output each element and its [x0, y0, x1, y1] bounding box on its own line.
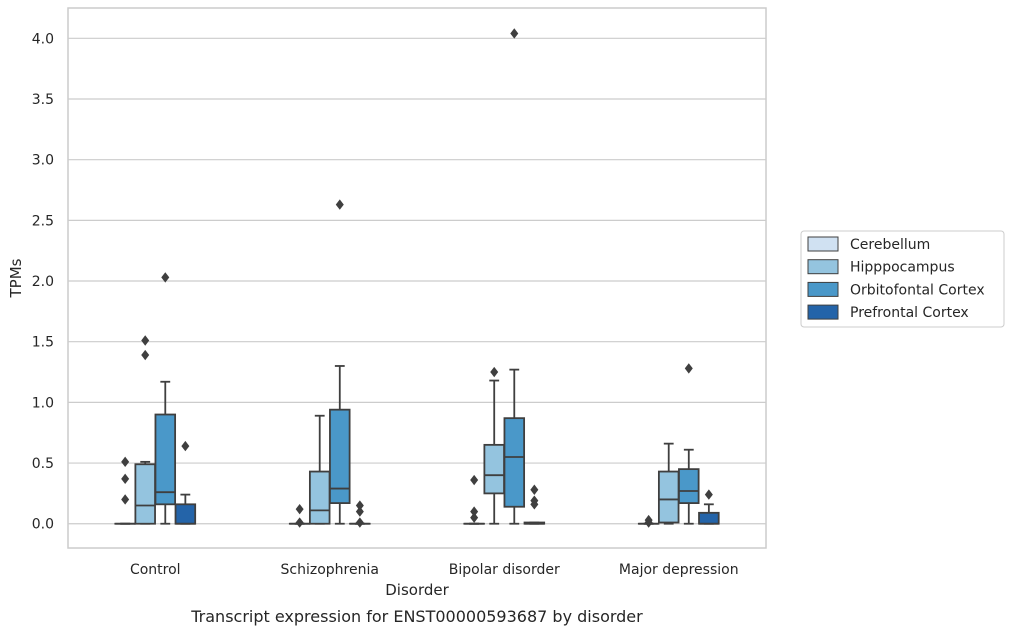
- legend-frame: [800, 230, 1005, 328]
- outlier-point: [470, 474, 479, 486]
- box-hipppocampus: [134, 335, 156, 525]
- outlier-point: [530, 484, 539, 495]
- x-tick-label: Bipolar disorder: [449, 562, 560, 578]
- outlier-point: [121, 456, 130, 468]
- box-body: [329, 408, 351, 505]
- legend-swatch: [807, 304, 839, 320]
- box-body: [678, 468, 700, 505]
- outlier-point: [355, 506, 364, 517]
- legend-swatch: [807, 281, 839, 297]
- outlier-point: [355, 517, 364, 528]
- x-tick-labels: Control Schizophrenia Bipolar disorder Majo…: [130, 562, 739, 578]
- box-orbitofontal-cortex: [154, 272, 177, 525]
- y-tick-labels: 0.0 0.5 1.0 1.5 2.0 2.5 3.0 3.5 4.0: [32, 31, 54, 532]
- box-orbitofontal-cortex: [329, 199, 351, 525]
- y-tick-label: 4.0: [32, 31, 54, 47]
- outlier-point: [295, 503, 304, 515]
- outlier-point: [530, 495, 539, 506]
- outlier-point: [510, 28, 519, 39]
- y-tick-label: 1.5: [32, 335, 54, 351]
- outlier-point: [490, 366, 499, 378]
- x-axis-title: Disorder: [385, 581, 449, 599]
- box-prefrontal-cortex: [698, 489, 720, 525]
- box-body: [154, 413, 177, 506]
- outlier-point: [355, 500, 364, 511]
- plot-frame: [67, 7, 767, 549]
- outlier-point: [181, 440, 190, 452]
- box-cerebellum: [114, 456, 136, 525]
- outlier-point: [161, 272, 170, 283]
- outlier-point: [704, 489, 713, 500]
- box-cerebellum: [463, 474, 485, 525]
- outlier-point: [295, 517, 304, 528]
- legend: Cerebellum Hipppocampus Orbitofontal Corte…: [800, 230, 1005, 328]
- box-body: [174, 503, 197, 525]
- legend-swatch: [807, 259, 839, 275]
- y-tick-label: 0.5: [32, 456, 54, 472]
- box-cerebellum: [637, 514, 660, 528]
- box-body: [308, 470, 331, 525]
- y-tick-label: 2.0: [32, 274, 54, 290]
- box-body: [698, 511, 720, 525]
- box-body: [503, 417, 526, 508]
- box-body: [657, 470, 680, 524]
- box-hipppocampus: [308, 414, 331, 525]
- y-axis-title: TPMs: [7, 258, 25, 298]
- boxes: [114, 28, 720, 528]
- x-tick-label: Major depression: [619, 562, 739, 578]
- plot-area: [68, 8, 766, 548]
- outlier-point: [644, 514, 653, 526]
- legend-swatch: [807, 236, 839, 252]
- box-orbitofontal-cortex: [503, 28, 526, 525]
- outlier-point: [470, 506, 479, 517]
- y-tick-label: 2.5: [32, 213, 54, 229]
- y-tick-label: 3.0: [32, 153, 54, 169]
- outlier-point: [335, 199, 344, 210]
- box-prefrontal-cortex: [174, 440, 197, 525]
- y-tick-label: 0.0: [32, 517, 54, 533]
- box-body: [134, 463, 156, 525]
- x-tick-label: Schizophrenia: [281, 562, 379, 578]
- legend-label: Prefrontal Cortex: [850, 305, 969, 321]
- legend-label: Hipppocampus: [850, 260, 955, 276]
- x-tick-label: Control: [130, 562, 181, 578]
- outlier-point: [684, 363, 693, 374]
- y-tick-label: 1.0: [32, 395, 54, 411]
- gridlines: [68, 37, 766, 525]
- box-body: [483, 443, 505, 495]
- outlier-point: [121, 473, 130, 485]
- y-tick-label: 3.5: [32, 92, 54, 108]
- legend-label: Orbitofontal Cortex: [850, 282, 985, 298]
- outlier-point: [121, 494, 130, 505]
- box-prefrontal-cortex: [349, 500, 371, 528]
- box-prefrontal-cortex: [523, 484, 546, 525]
- box-orbitofontal-cortex: [678, 363, 700, 525]
- outlier-point: [470, 512, 479, 523]
- outlier-point: [141, 349, 150, 361]
- legend-label: Cerebellum: [850, 237, 930, 253]
- outlier-point: [141, 335, 150, 346]
- chart-caption: Transcript expression for ENST0000059368…: [190, 607, 643, 626]
